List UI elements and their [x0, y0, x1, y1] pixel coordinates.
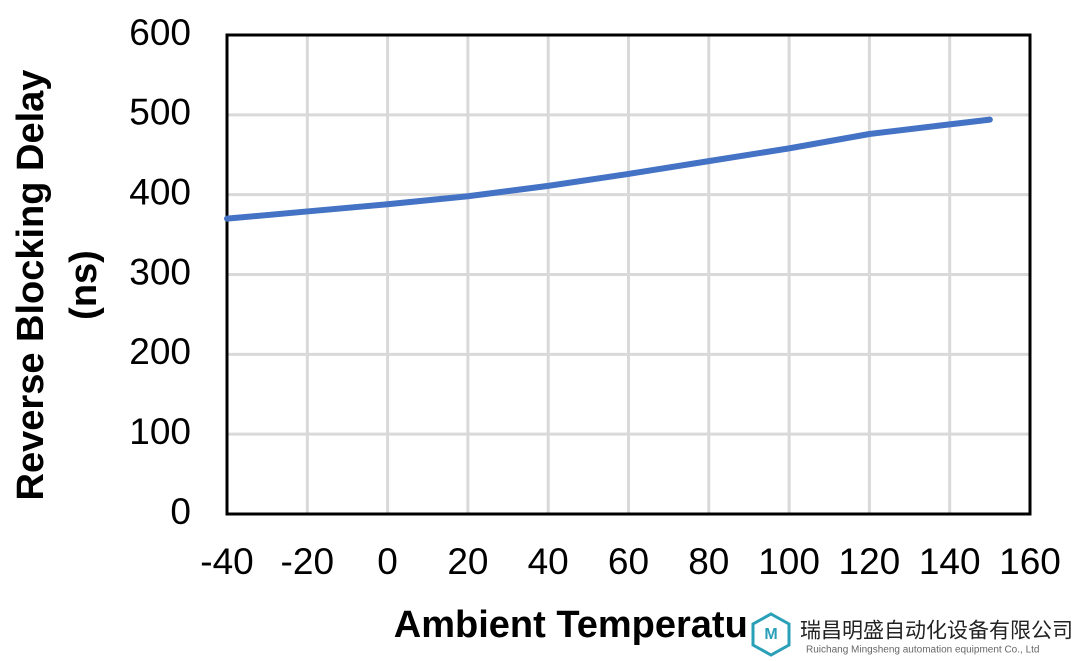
y-tick-label: 300 [129, 251, 191, 292]
plot-frame [225, 33, 1032, 516]
x-tick-label: -40 [200, 541, 253, 582]
watermark-bg [748, 605, 1080, 661]
x-tick-label: 120 [839, 541, 901, 582]
data-line [224, 116, 993, 222]
watermark: M 瑞昌明盛自动化设备有限公司 Ruichang Mingsheng autom… [748, 605, 1080, 661]
watermark-logo-mark: M [764, 626, 777, 643]
x-tick-label: 100 [758, 541, 820, 582]
x-tick-label: 160 [999, 541, 1061, 582]
x-tick-label: 140 [919, 541, 981, 582]
watermark-logo [751, 612, 791, 657]
y-tick-label: 400 [129, 171, 191, 212]
x-tick-label: 0 [377, 541, 398, 582]
x-tick-label: -20 [281, 541, 334, 582]
x-tick-label: 60 [608, 541, 649, 582]
x-tick-label: 20 [447, 541, 488, 582]
watermark-company-en: Ruichang Mingsheng automation equipment … [806, 645, 1039, 656]
y-tick-label: 0 [170, 491, 191, 532]
y-tick-label: 200 [129, 331, 191, 372]
watermark-company: 瑞昌明盛自动化设备有限公司 [800, 620, 1073, 643]
y-tick-label: 100 [129, 411, 191, 452]
y-axis-title: Reverse Blocking Delay [10, 70, 52, 501]
y-tick-label: 500 [129, 92, 191, 133]
y-tick-label: 600 [129, 12, 191, 53]
y-axis-title: (ns) [63, 250, 105, 320]
x-tick-label: 40 [528, 541, 569, 582]
x-tick-label: 80 [688, 541, 729, 582]
